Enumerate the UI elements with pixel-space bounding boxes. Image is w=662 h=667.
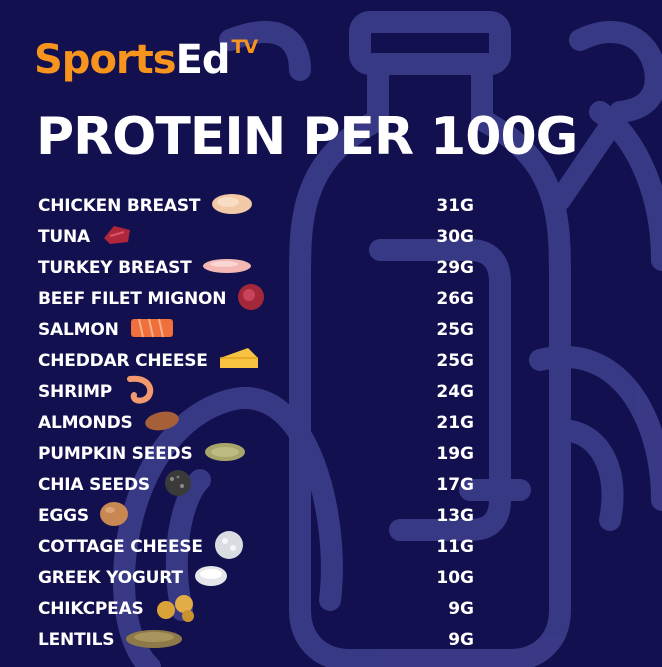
- table-row: CHIKCPEAS 9G: [38, 593, 478, 624]
- protein-value: 9G: [448, 629, 474, 650]
- table-row: COTTAGE CHEESE 11G: [38, 530, 478, 564]
- food-name: SHRIMP: [38, 381, 113, 402]
- tuna-icon: [100, 222, 134, 252]
- protein-value: 17G: [436, 474, 474, 495]
- protein-value: 25G: [436, 319, 474, 340]
- pumpkin-seed-icon: [203, 440, 247, 468]
- protein-value: 19G: [436, 443, 474, 464]
- table-row: GREEK YOGURT 10G: [38, 562, 478, 593]
- beef-icon: [236, 282, 266, 316]
- table-row: PUMPKIN SEEDS 19G: [38, 438, 478, 469]
- table-row: CHICKEN BREAST 31G: [38, 190, 478, 221]
- food-name: GREEK YOGURT: [38, 567, 183, 588]
- food-name: CHICKEN BREAST: [38, 195, 201, 216]
- food-name: SALMON: [38, 319, 119, 340]
- egg-icon: [99, 501, 129, 531]
- food-name: COTTAGE CHEESE: [38, 536, 203, 557]
- table-row: TURKEY BREAST 29G: [38, 252, 478, 283]
- cheese-icon: [218, 346, 260, 376]
- protein-value: 24G: [436, 381, 474, 402]
- protein-value: 25G: [436, 350, 474, 371]
- table-row: LENTILS 9G: [38, 624, 478, 655]
- chart-title: PROTEIN PER 100G: [36, 107, 578, 167]
- food-name: BEEF FILET MIGNON: [38, 288, 227, 309]
- food-name: CHEDDAR CHEESE: [38, 350, 208, 371]
- protein-value: 21G: [436, 412, 474, 433]
- protein-table: CHICKEN BREAST 31G TUNA 30G TURKEY BREAST 29G…: [38, 190, 478, 655]
- table-row: SHRIMP 24G: [38, 375, 478, 409]
- protein-value: 29G: [436, 257, 474, 278]
- protein-value: 13G: [436, 505, 474, 526]
- chickpeas-icon: [154, 592, 200, 626]
- chicken-breast-icon: [210, 191, 254, 221]
- cottage-cheese-icon: [213, 530, 245, 564]
- protein-value: 26G: [436, 288, 474, 309]
- yogurt-icon: [193, 564, 229, 592]
- chia-seeds-icon: [160, 468, 196, 502]
- protein-value: 30G: [436, 226, 474, 247]
- lentils-icon: [124, 626, 184, 654]
- table-row: CHEDDAR CHEESE 25G: [38, 345, 478, 376]
- protein-value: 9G: [448, 598, 474, 619]
- table-row: BEEF FILET MIGNON 26G: [38, 283, 478, 314]
- turkey-breast-icon: [202, 255, 252, 281]
- food-name: CHIA SEEDS: [38, 474, 150, 495]
- sportsedtv-logo: SportsEd TV: [34, 36, 258, 83]
- protein-value: 10G: [436, 567, 474, 588]
- table-row: CHIA SEEDS 17G: [38, 469, 478, 500]
- food-name: TURKEY BREAST: [38, 257, 192, 278]
- food-name: CHIKCPEAS: [38, 598, 144, 619]
- shrimp-icon: [122, 375, 156, 409]
- protein-value: 31G: [436, 195, 474, 216]
- table-row: ALMONDS 21G: [38, 407, 478, 438]
- food-name: ALMONDS: [38, 412, 133, 433]
- table-row: SALMON 25G: [38, 314, 478, 345]
- food-name: TUNA: [38, 226, 90, 247]
- almond-icon: [143, 409, 181, 437]
- food-name: PUMPKIN SEEDS: [38, 443, 193, 464]
- food-name: LENTILS: [38, 629, 115, 650]
- salmon-icon: [129, 316, 175, 344]
- table-row: EGGS 13G: [38, 500, 478, 531]
- table-row: TUNA 30G: [38, 221, 478, 252]
- protein-value: 11G: [436, 536, 474, 557]
- food-name: EGGS: [38, 505, 89, 526]
